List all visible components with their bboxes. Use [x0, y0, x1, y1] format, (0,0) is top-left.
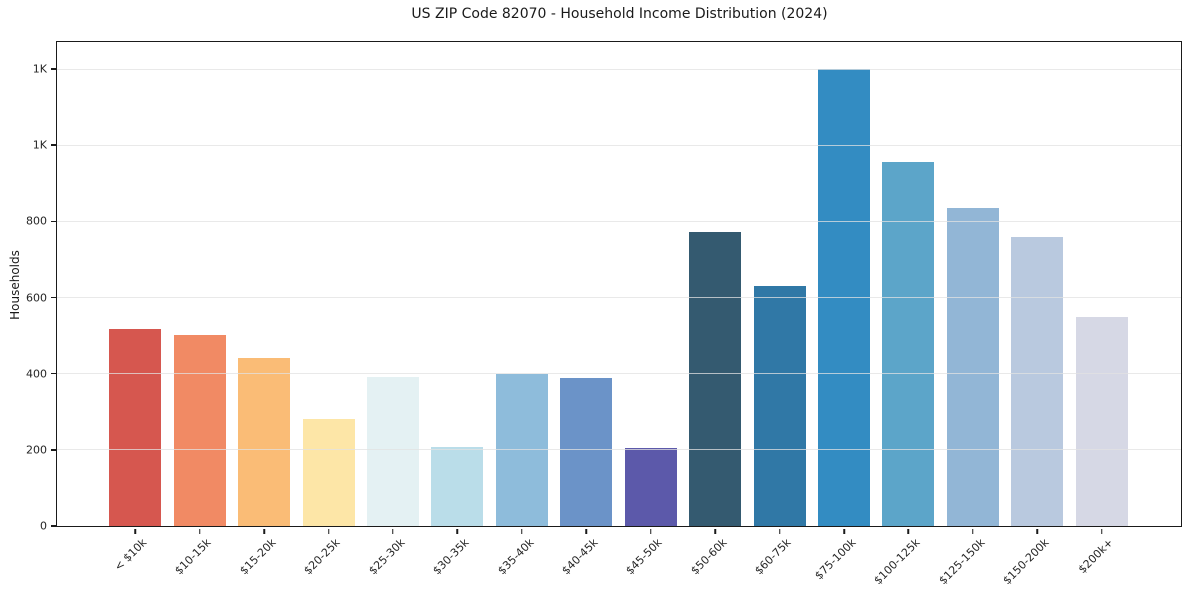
y-tick-mark — [50, 68, 56, 70]
x-tick-mark — [521, 529, 523, 534]
x-tick-mark — [327, 529, 330, 534]
x-tick-label: $25-30k — [365, 536, 408, 578]
bar — [173, 334, 226, 526]
y-tick-label: 600 — [26, 291, 47, 304]
bar — [366, 376, 419, 526]
bar — [1011, 237, 1064, 526]
x-tick-label: $200k+ — [1075, 536, 1116, 577]
y-axis-label: Households — [8, 249, 23, 320]
x-tick-mark — [972, 529, 974, 534]
bar-slot: $10-15k — [167, 42, 231, 577]
y-tick-mark — [50, 296, 56, 299]
x-tick-label: < $10k — [111, 536, 150, 574]
x-tick-label: $50-60k — [688, 536, 730, 578]
bar — [624, 448, 677, 526]
bar — [109, 328, 162, 526]
x-tick-mark — [649, 529, 652, 534]
x-tick-mark — [1036, 529, 1039, 534]
bar-slot: $200k+ — [1070, 42, 1134, 576]
x-tick-mark — [907, 529, 910, 534]
bar-slot: $30-35k — [425, 42, 489, 577]
bars-row: < $10k $10-15k $15-20k $20-25k $25-30k $30-35… — [57, 42, 1181, 587]
bar-slot: $60-75k — [747, 42, 811, 577]
x-tick-label: $35-40k — [494, 536, 537, 578]
x-tick-label: $30-35k — [430, 536, 472, 578]
bar-slot: $20-25k — [296, 42, 360, 577]
x-tick-mark — [456, 529, 459, 534]
x-tick-mark — [198, 529, 201, 534]
bar-slot: $75-100k — [812, 42, 876, 582]
x-tick-mark — [714, 529, 716, 534]
y-tick-label: 400 — [26, 367, 47, 381]
x-tick-label: $150-200k — [1000, 536, 1052, 588]
y-tick-label: 1K — [32, 62, 47, 76]
bar-slot: $150-200k — [1000, 42, 1069, 587]
x-tick-label: $45-50k — [623, 536, 665, 578]
bar — [431, 446, 484, 526]
y-tick-mark — [50, 372, 56, 375]
bar — [238, 357, 291, 526]
x-tick-mark — [134, 529, 136, 534]
bar-slot: $40-45k — [554, 42, 618, 577]
bar-slot: $45-50k — [619, 42, 683, 577]
bar — [946, 208, 999, 526]
x-tick-mark — [392, 529, 394, 534]
plot-area: < $10k $10-15k $15-20k $20-25k $25-30k $30-35… — [26, 41, 1182, 587]
bar — [302, 418, 355, 526]
bar — [689, 232, 742, 526]
y-tick-mark — [50, 144, 56, 146]
x-tick-label: $40-45k — [559, 536, 601, 578]
x-tick-mark — [843, 529, 845, 534]
bar — [818, 69, 871, 526]
x-tick-mark — [263, 529, 265, 534]
y-tick-mark — [50, 525, 56, 527]
y-tick-label: 200 — [26, 443, 47, 457]
bar — [882, 162, 935, 526]
x-tick-mark — [585, 529, 588, 534]
bar — [753, 286, 806, 526]
x-tick-label: $125-150k — [935, 536, 988, 588]
bar-slot: < $10k — [103, 42, 167, 574]
bar-slot: $35-40k — [490, 42, 554, 577]
y-tick-mark — [50, 449, 56, 451]
y-tick-label: 0 — [40, 519, 47, 533]
bar — [560, 377, 613, 526]
x-tick-mark — [778, 529, 781, 534]
bar-slot: $100-125k — [872, 42, 940, 587]
y-tick-label: 800 — [26, 214, 47, 228]
x-tick-label: $60-75k — [752, 536, 794, 578]
bar-slot: $125-150k — [936, 42, 1005, 587]
x-tick-label: $20-25k — [301, 536, 343, 578]
x-tick-label: $15-20k — [237, 536, 279, 578]
y-tick-label: 1K — [32, 138, 47, 152]
bar — [495, 374, 548, 526]
x-tick-label: $10-15k — [172, 536, 214, 578]
bar-slot: $15-20k — [232, 42, 296, 577]
chart-title: US ZIP Code 82070 - Household Income Dis… — [411, 6, 828, 22]
y-tick-mark — [50, 220, 56, 223]
x-tick-label: $75-100k — [812, 536, 859, 583]
x-tick-label: $100-125k — [871, 536, 923, 588]
bar-slot: $50-60k — [683, 42, 747, 577]
x-tick-mark — [1101, 529, 1103, 534]
bar — [1075, 316, 1128, 526]
bar-slot: $25-30k — [361, 42, 425, 577]
